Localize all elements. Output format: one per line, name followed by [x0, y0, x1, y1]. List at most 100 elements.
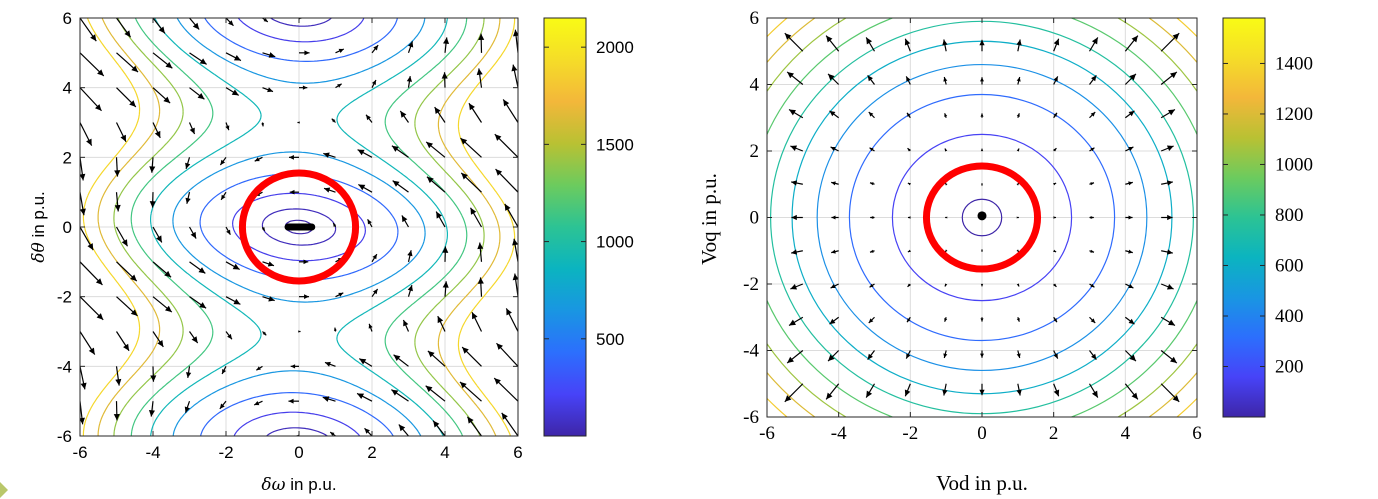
quiver-arrow: [1124, 383, 1139, 400]
quiver-arrow: [1053, 147, 1057, 152]
quiver-arrow: [1124, 35, 1139, 52]
quiver-arrow: [225, 18, 234, 27]
quiver-arrow: [152, 52, 173, 69]
quiver-arrow: [1053, 350, 1059, 359]
quiver-arrow: [80, 87, 102, 112]
quiver-arrow: [868, 111, 875, 119]
contour-line: [113, 18, 485, 436]
quiver-arrow: [829, 110, 840, 119]
x-tick-label: 6: [513, 443, 522, 462]
quiver-arrow: [225, 122, 230, 131]
quiver-arrow: [443, 37, 450, 53]
quiver-arrow: [477, 277, 484, 297]
quiver-arrow: [219, 156, 227, 166]
quiver-arrow: [944, 283, 948, 287]
quiver-arrow: [1125, 146, 1134, 152]
quiver-arrow: [225, 296, 241, 305]
ylabel-left: δθ in p.u.: [29, 191, 49, 263]
quiver-arrow: [907, 249, 911, 253]
xlabel-left-rest: in p.u.: [286, 475, 337, 494]
quiver-arrow: [767, 317, 768, 318]
quiver-arrow: [427, 350, 446, 367]
quiver-arrow: [791, 180, 803, 186]
quiver-arrow: [392, 180, 409, 193]
quiver-arrow: [907, 182, 911, 186]
xlabel-left: δω in p.u.: [261, 475, 336, 495]
quiver-arrow: [152, 296, 173, 313]
quiver-arrow: [869, 249, 875, 253]
x-tick-label: 2: [367, 443, 376, 462]
quiver-arrow: [221, 366, 227, 375]
contour-line: [150, 18, 448, 436]
quiver-arrow: [980, 350, 984, 358]
quiver-arrow: [80, 52, 105, 77]
quiver-arrow: [185, 192, 191, 204]
quiver-arrow: [80, 18, 97, 42]
quiver-arrow: [225, 331, 233, 340]
quiver-arrow: [289, 189, 299, 195]
colorbar-right: 200 400 600 800 1000 1200 1400: [1222, 17, 1313, 418]
quiver-arrow: [477, 242, 484, 262]
quiver-arrow: [502, 99, 518, 123]
quiver-arrow: [1053, 283, 1057, 288]
colorbar-tick-label: 400: [1275, 306, 1304, 327]
quiver-arrow: [262, 261, 275, 267]
quiver-arrow: [442, 246, 449, 262]
x-tick-label: -2: [218, 443, 233, 462]
quiver-arrow: [189, 18, 200, 30]
quiver-arrow: [261, 122, 265, 127]
quiver-arrow: [466, 416, 482, 436]
quiver-arrow: [80, 192, 86, 216]
quiver-arrow: [505, 308, 518, 332]
quiver-arrow: [870, 215, 875, 220]
contour-line: [97, 18, 501, 436]
quiver-arrow: [364, 427, 373, 436]
quiver-arrow: [802, 416, 803, 417]
quiver-arrow: [357, 149, 373, 158]
quiver-arrow: [189, 261, 206, 274]
x-tick-label: -4: [831, 423, 847, 444]
panel-left: -6 -4 -2 0 2 4 6 -6 -4 -2 0 2 4 6 δω in p.u. δθ in p.…: [29, 9, 523, 495]
ticks-left: -6 -4 -2 0 2 4 6 -6 -4 -2 0 2 4 6: [57, 9, 523, 462]
quiver-arrow: [189, 296, 207, 309]
quiver-arrow: [830, 283, 839, 289]
quiver-left: [80, 18, 518, 436]
quiver-arrow: [980, 183, 984, 186]
contours-left: [82, 18, 516, 436]
quiver-arrow: [460, 137, 482, 158]
x-tick-label: 4: [1121, 423, 1131, 444]
y-tick-label: 0: [63, 218, 72, 237]
colorbar-left-bar: [543, 17, 587, 437]
contour-line: [261, 18, 337, 436]
quiver-arrow: [945, 416, 947, 417]
quiver-right: [767, 18, 1197, 417]
quiver-arrow: [149, 192, 156, 208]
quiver-arrow: [1124, 350, 1137, 362]
quiver-arrow: [1089, 350, 1097, 361]
quiver-arrow: [493, 377, 518, 402]
quiver-arrow: [335, 48, 345, 54]
quiver-arrow: [512, 273, 518, 297]
quiver-arrow: [323, 152, 336, 158]
quiver-arrow: [1016, 113, 1020, 118]
quiver-arrow: [288, 154, 299, 160]
quiver-arrow: [469, 207, 483, 228]
quiver-arrow: [1125, 18, 1127, 19]
quiver-arrow: [480, 18, 482, 19]
quiver-arrow: [225, 226, 231, 235]
quiver-arrow: [1196, 383, 1197, 385]
quiver-arrow: [80, 122, 93, 146]
quiver-arrow: [943, 76, 948, 85]
quiver-arrow: [115, 122, 127, 143]
y-tick-label: -4: [57, 357, 72, 376]
y-tick-label: -2: [743, 274, 759, 295]
quiver-arrow: [322, 396, 336, 402]
quiver-arrow: [512, 238, 518, 262]
ylabel-left-rest: in p.u.: [29, 191, 48, 242]
quiver-arrow: [371, 79, 377, 88]
quiver-arrow: [767, 50, 768, 52]
quiver-arrow: [299, 85, 308, 90]
quiver-arrow: [80, 226, 94, 251]
quiver-arrow: [116, 435, 118, 436]
quiver-arrow: [460, 172, 482, 193]
